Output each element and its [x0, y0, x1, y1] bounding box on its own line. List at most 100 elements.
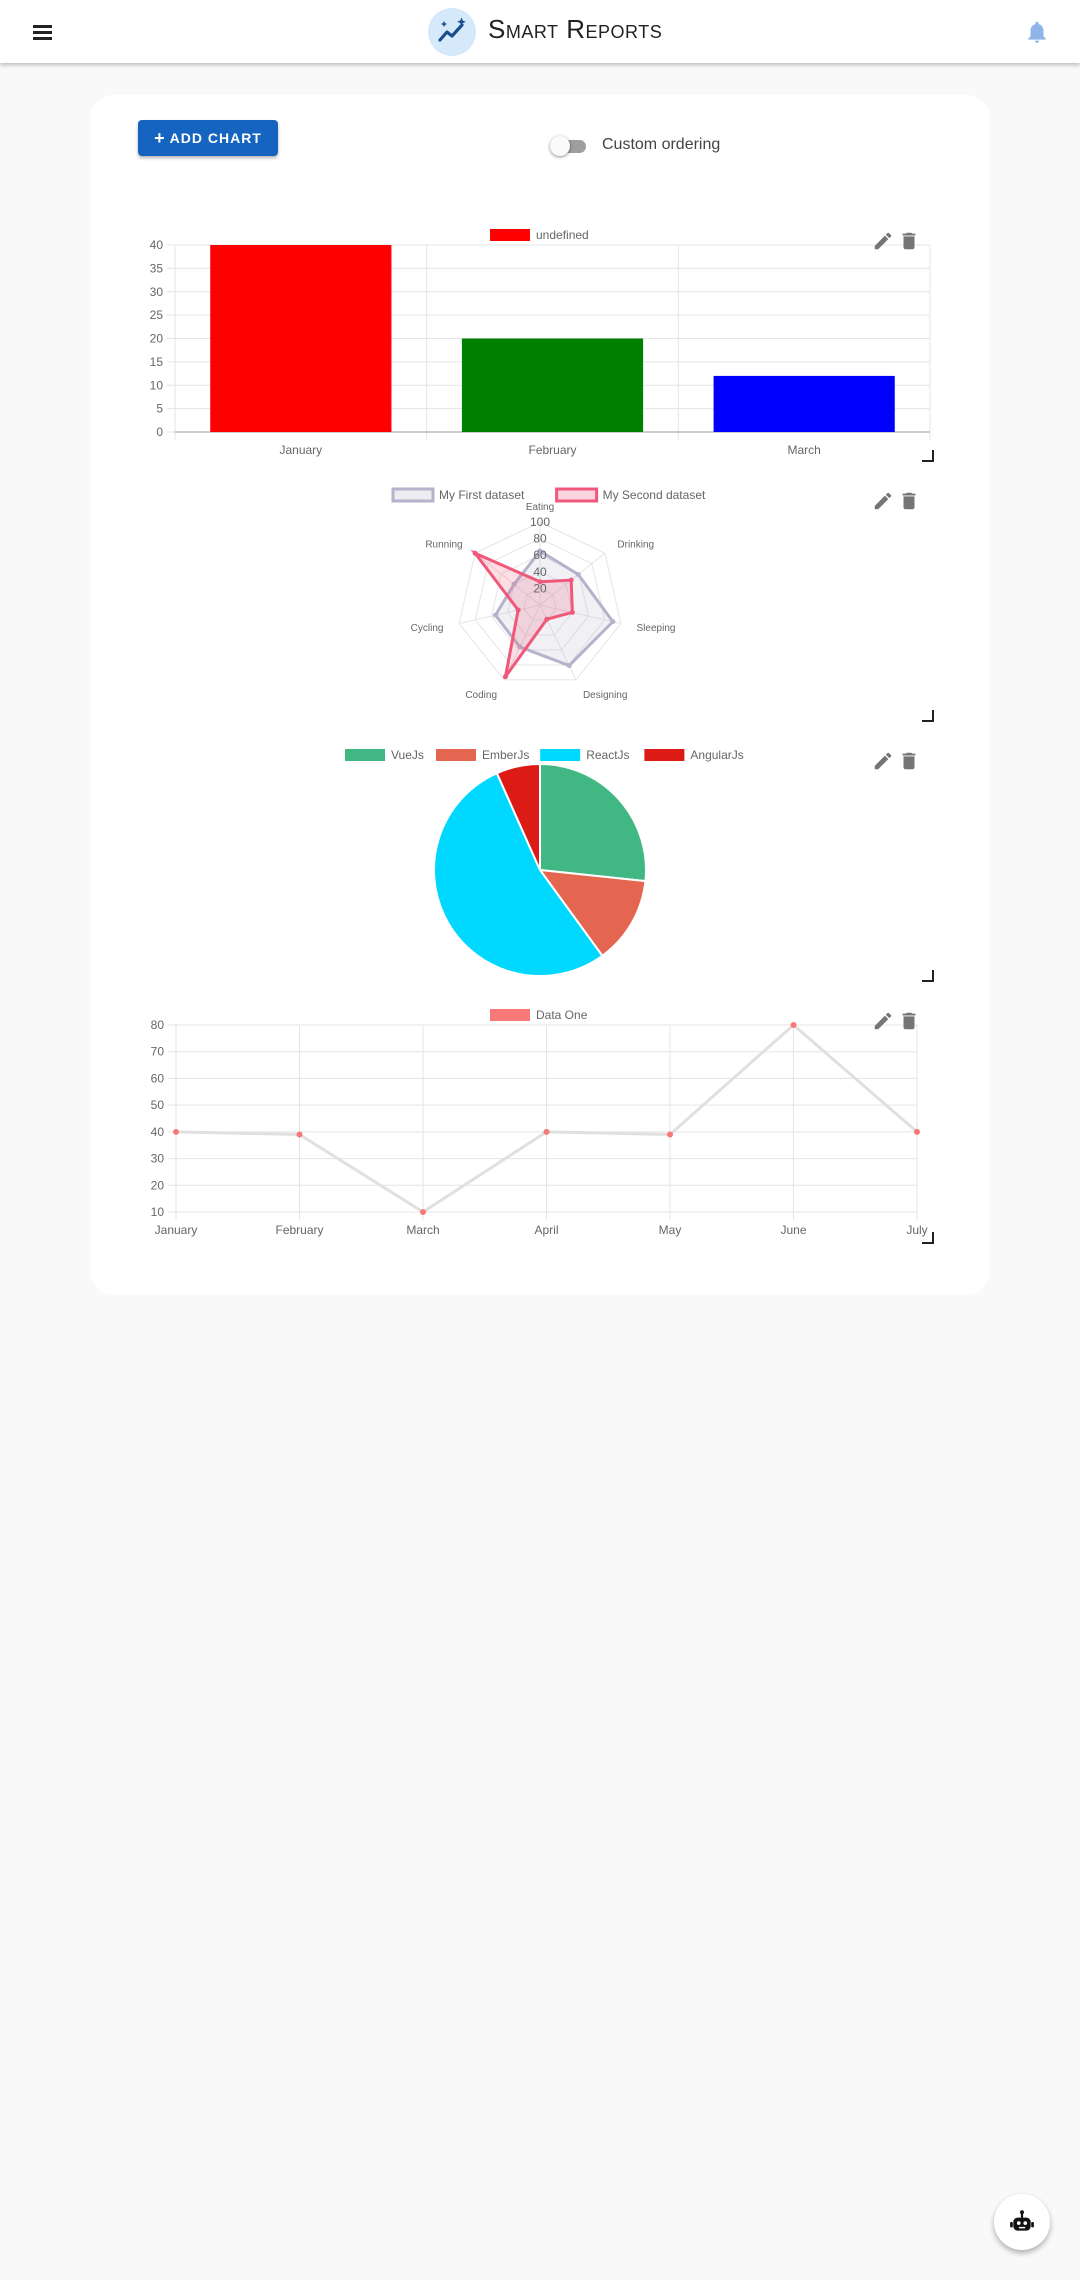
- y-tick-label: 50: [151, 1098, 165, 1112]
- menu-icon: [33, 25, 52, 28]
- radar-point: [569, 609, 575, 615]
- robot-icon: [1010, 2210, 1034, 2231]
- x-tick-label: January: [279, 443, 322, 457]
- delete-icon[interactable]: [898, 1010, 920, 1032]
- y-tick-label: 70: [151, 1045, 165, 1059]
- legend-label: My First dataset: [439, 488, 525, 502]
- legend-label: My Second dataset: [603, 488, 706, 502]
- r-tick-label: 40: [533, 565, 547, 579]
- resize-handle-icon[interactable]: [922, 1232, 934, 1244]
- menu-button[interactable]: [28, 19, 58, 45]
- legend-swatch: [490, 229, 530, 241]
- grid-spoke: [503, 604, 541, 680]
- radar-chart-card: My First dataset My Second dataset 20 40 60 8…: [90, 480, 990, 740]
- y-tick-label: 30: [151, 1152, 165, 1166]
- radar-axis-label: Sleeping: [637, 623, 676, 634]
- data-point: [790, 1022, 797, 1028]
- legend-swatch: [490, 1009, 530, 1021]
- radar-point: [568, 577, 574, 583]
- legend-swatch: [345, 749, 385, 761]
- radar-point: [566, 663, 572, 669]
- r-tick-label: 20: [533, 581, 547, 595]
- reports-card: + ADD CHART Custom ordering undefined 0 5 1…: [90, 95, 990, 1295]
- x-tick-label: July: [906, 1223, 927, 1237]
- y-tick-label: 20: [150, 332, 164, 346]
- radar-axis-label: Drinking: [617, 539, 654, 550]
- y-tick-label: 40: [150, 238, 164, 252]
- r-tick-label: 60: [533, 548, 547, 562]
- x-tick-label: June: [780, 1223, 806, 1237]
- y-tick-label: 5: [156, 402, 163, 416]
- grid-ring: [490, 554, 590, 651]
- delete-icon[interactable]: [898, 490, 920, 512]
- data-point: [667, 1131, 673, 1138]
- x-tick-label: March: [406, 1223, 439, 1237]
- radar-axis-label: Running: [425, 539, 462, 550]
- x-tick-label: March: [787, 443, 820, 457]
- bell-icon: [1028, 21, 1046, 43]
- app-bar: Smart Reports: [0, 0, 1080, 63]
- edit-icon[interactable]: [872, 750, 894, 772]
- legend-label: EmberJs: [482, 748, 529, 762]
- radar-point: [515, 607, 521, 613]
- x-tick-label: January: [155, 1223, 198, 1237]
- assistant-button[interactable]: [994, 2194, 1050, 2250]
- pie-chart: VueJs EmberJs ReactJs AngularJs: [345, 748, 744, 977]
- resize-handle-icon[interactable]: [922, 970, 934, 982]
- x-tick-label: April: [534, 1223, 558, 1237]
- radar-axis-label: Eating: [526, 502, 554, 513]
- legend-swatch: [436, 749, 476, 761]
- radar-point: [575, 571, 581, 577]
- bar: [461, 338, 644, 432]
- line-chart: Data One 10 20 30 40 50 60 70 80 January February M…: [151, 1008, 928, 1237]
- legend-swatch: [644, 749, 685, 761]
- x-tick-label: February: [275, 1223, 323, 1237]
- legend-label: Data One: [536, 1008, 588, 1022]
- radar-axis-label: Coding: [465, 690, 497, 701]
- notifications-button[interactable]: [1024, 19, 1050, 45]
- data-point: [914, 1128, 920, 1135]
- radar-point: [537, 579, 543, 585]
- data-point: [543, 1128, 550, 1135]
- y-tick-label: 30: [150, 285, 164, 299]
- radar-chart: My First dataset My Second dataset 20 40 60 8…: [391, 487, 706, 701]
- grid-ring: [458, 521, 622, 681]
- data-point: [420, 1209, 426, 1215]
- resize-handle-icon[interactable]: [922, 710, 934, 722]
- edit-icon[interactable]: [872, 1010, 894, 1032]
- app-title: Smart Reports: [488, 14, 663, 44]
- edit-icon[interactable]: [872, 230, 894, 252]
- custom-ordering-toggle[interactable]: [550, 136, 588, 156]
- grid-ring: [523, 587, 557, 621]
- y-tick-label: 40: [151, 1125, 165, 1139]
- line-chart-card: Data One 10 20 30 40 50 60 70 80 January February M…: [90, 1000, 990, 1260]
- grid-spoke: [474, 552, 541, 606]
- bar: [210, 245, 392, 432]
- radar-point: [502, 674, 508, 680]
- data-point: [173, 1128, 179, 1135]
- legend-swatch: [391, 487, 435, 503]
- y-tick-label: 15: [150, 355, 164, 369]
- pie-slice: [433, 771, 604, 977]
- resize-handle-icon[interactable]: [922, 450, 934, 462]
- plus-icon: +: [154, 127, 166, 148]
- radar-point: [517, 644, 523, 650]
- data-point: [296, 1131, 303, 1138]
- bar: [713, 375, 895, 432]
- legend-swatch: [540, 749, 581, 761]
- pie-chart-card: VueJs EmberJs ReactJs AngularJs: [90, 740, 990, 1000]
- y-tick-label: 10: [150, 378, 164, 392]
- pie-slice: [539, 762, 647, 883]
- bar-chart: undefined 0 5 10 15 20 25 30 35 40 January February…: [150, 228, 931, 457]
- y-tick-label: 25: [150, 308, 164, 322]
- radar-point: [544, 616, 550, 622]
- grid-ring: [474, 538, 606, 666]
- y-tick-label: 80: [151, 1018, 165, 1032]
- add-chart-button[interactable]: + ADD CHART: [138, 120, 278, 156]
- radar-point: [537, 548, 543, 554]
- legend-label: VueJs: [391, 748, 424, 762]
- delete-icon[interactable]: [898, 750, 920, 772]
- delete-icon[interactable]: [898, 230, 920, 252]
- y-tick-label: 20: [151, 1178, 165, 1192]
- edit-icon[interactable]: [872, 490, 894, 512]
